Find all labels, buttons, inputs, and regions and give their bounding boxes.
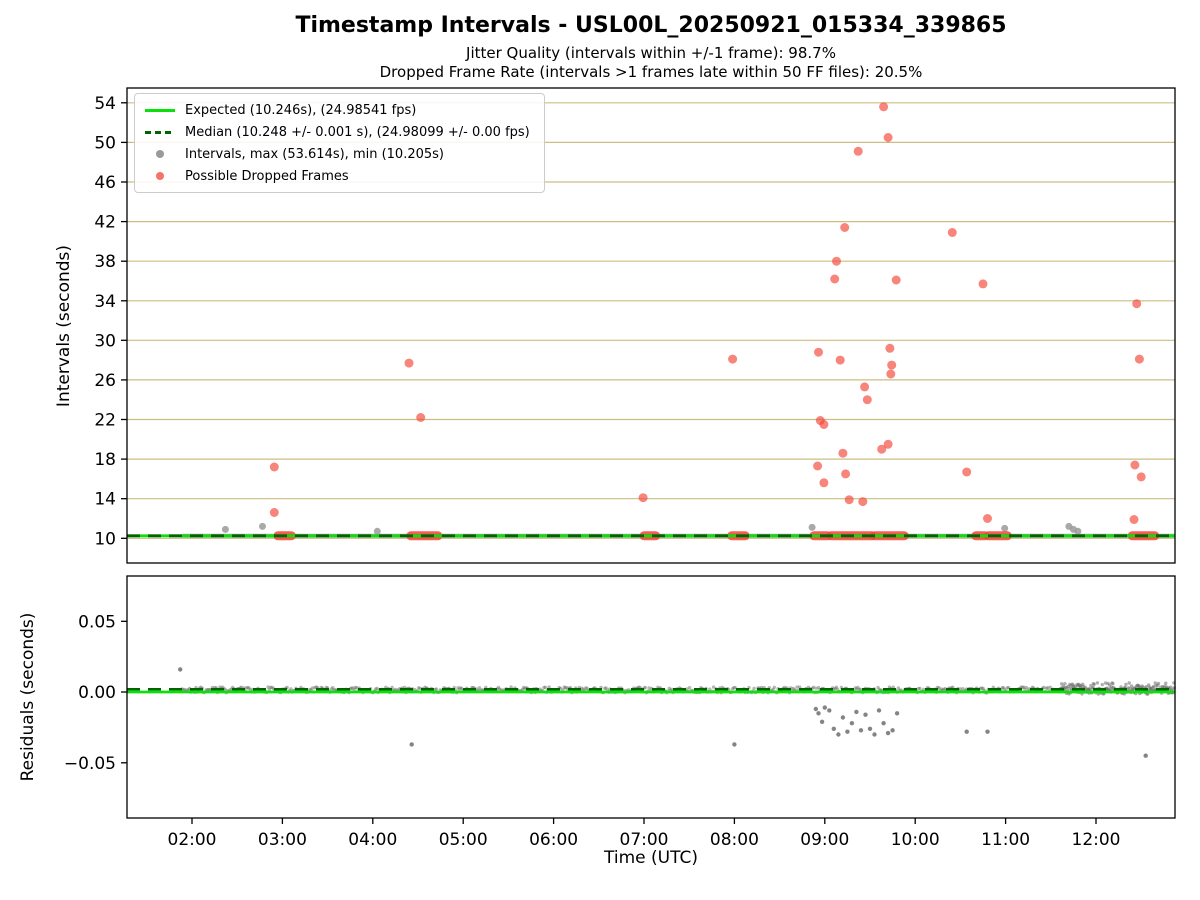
residual-points	[178, 667, 1148, 758]
x-axis-label: Time (UTC)	[604, 848, 698, 868]
bottom-plot-border	[126, 575, 1176, 819]
svg-text:10:00: 10:00	[891, 830, 940, 850]
chart-subtitle-dropped: Dropped Frame Rate (intervals >1 frames …	[379, 63, 923, 81]
svg-text:46: 46	[94, 173, 116, 193]
top-y-ticks: 10 14 18 22 26 30 34 38 42 46 50 54	[94, 94, 127, 549]
y-axis-label-residuals: Residuals (seconds)	[18, 612, 38, 782]
legend-label-intervals: Intervals, max (53.614s), min (10.205s)	[185, 146, 444, 162]
svg-text:10: 10	[94, 529, 116, 549]
svg-text:03:00: 03:00	[258, 830, 307, 850]
legend-item-dropped: Possible Dropped Frames	[145, 168, 530, 184]
chart-title: Timestamp Intervals - USL00L_20250921_01…	[295, 13, 1007, 38]
svg-text:38: 38	[94, 252, 116, 272]
svg-text:22: 22	[94, 411, 116, 431]
svg-text:34: 34	[94, 292, 116, 312]
legend-label-expected: Expected (10.246s), (24.98541 fps)	[185, 102, 417, 118]
svg-text:14: 14	[94, 490, 116, 510]
median-dashed-line-icon	[145, 130, 175, 134]
svg-text:26: 26	[94, 371, 116, 391]
svg-text:54: 54	[94, 94, 116, 114]
svg-text:08:00: 08:00	[710, 830, 759, 850]
svg-text:09:00: 09:00	[800, 830, 849, 850]
legend-item-intervals: Intervals, max (53.614s), min (10.205s)	[145, 146, 530, 162]
svg-text:42: 42	[94, 213, 116, 233]
svg-text:18: 18	[94, 450, 116, 470]
svg-text:0.05: 0.05	[78, 612, 116, 632]
svg-text:06:00: 06:00	[529, 830, 578, 850]
interval-points	[221, 522, 1082, 535]
svg-text:05:00: 05:00	[439, 830, 488, 850]
legend-item-median: Median (10.248 +/- 0.001 s), (24.98099 +…	[145, 124, 530, 140]
svg-text:07:00: 07:00	[620, 830, 669, 850]
svg-text:50: 50	[94, 133, 116, 153]
y-axis-label-intervals: Intervals (seconds)	[54, 244, 74, 408]
dropped-frame-points	[269, 102, 1146, 524]
bottom-y-ticks: −0.05 0.00 0.05	[64, 612, 127, 774]
top-plot-border	[126, 87, 1176, 564]
legend-item-expected: Expected (10.246s), (24.98541 fps)	[145, 102, 530, 118]
x-ticks: 02:00 03:00 04:00 05:00 06:00 07:00 08:00 09:00…	[168, 818, 1121, 850]
svg-text:04:00: 04:00	[348, 830, 397, 850]
svg-text:12:00: 12:00	[1072, 830, 1121, 850]
svg-text:0.00: 0.00	[78, 683, 116, 703]
legend-label-median: Median (10.248 +/- 0.001 s), (24.98099 +…	[185, 124, 530, 140]
legend: Expected (10.246s), (24.98541 fps) Media…	[134, 93, 545, 193]
svg-text:11:00: 11:00	[981, 830, 1030, 850]
svg-text:−0.05: −0.05	[64, 754, 116, 774]
intervals-dot-icon	[145, 150, 175, 158]
chart-subtitle-jitter: Jitter Quality (intervals within +/-1 fr…	[466, 44, 836, 62]
dropped-dot-icon	[145, 172, 175, 180]
expected-line-icon	[145, 108, 175, 112]
svg-text:02:00: 02:00	[168, 830, 217, 850]
legend-label-dropped: Possible Dropped Frames	[185, 168, 349, 184]
svg-text:30: 30	[94, 331, 116, 351]
